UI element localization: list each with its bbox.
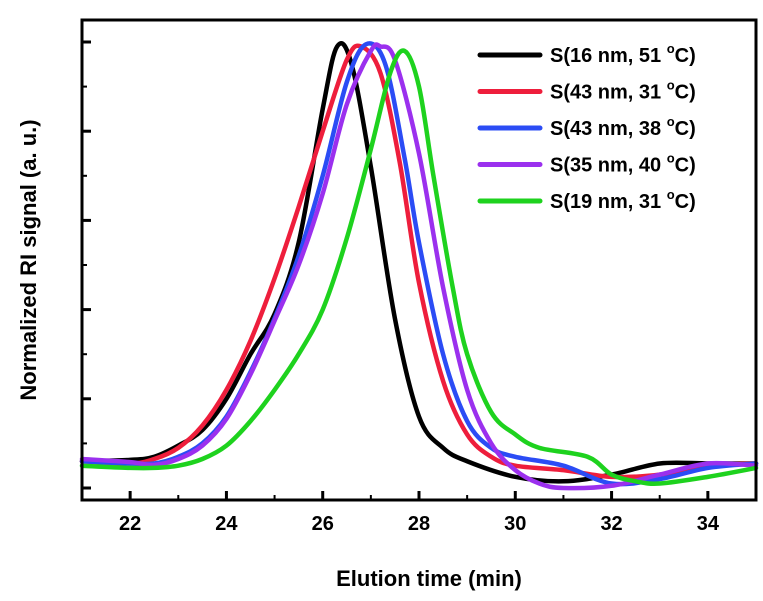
series-line-1 [79,41,759,484]
series-line-2 [79,43,759,480]
x-tick-label: 34 [697,513,720,535]
x-tick-label: 28 [408,513,430,535]
series-line-4 [79,42,759,491]
legend-label-5: S(19 nm, 31 oC) [550,187,696,213]
x-tick-label: 22 [119,513,141,535]
x-axis-label: Elution time (min) [336,566,522,591]
y-axis-label: Normalized RI signal (a. u.) [16,119,41,400]
legend-label-1: S(16 nm, 51 oC) [550,41,696,67]
plot-lines [79,41,759,491]
x-tick-label: 32 [600,513,622,535]
series-line-5 [79,48,759,486]
legend-label-2: S(43 nm, 31 oC) [550,78,696,104]
x-tick-label: 24 [215,513,238,535]
legend-label-3: S(43 nm, 38 oC) [550,114,696,140]
x-axis: 22 24 26 28 30 32 34 [81,491,757,535]
legend-label-4: S(35 nm, 40 oC) [550,151,696,177]
x-tick-label: 26 [312,513,334,535]
x-tick-label: 30 [504,513,526,535]
legend: S(16 nm, 51 oC) S(43 nm, 31 oC) S(43 nm, 3… [477,41,696,213]
y-axis [82,40,91,490]
